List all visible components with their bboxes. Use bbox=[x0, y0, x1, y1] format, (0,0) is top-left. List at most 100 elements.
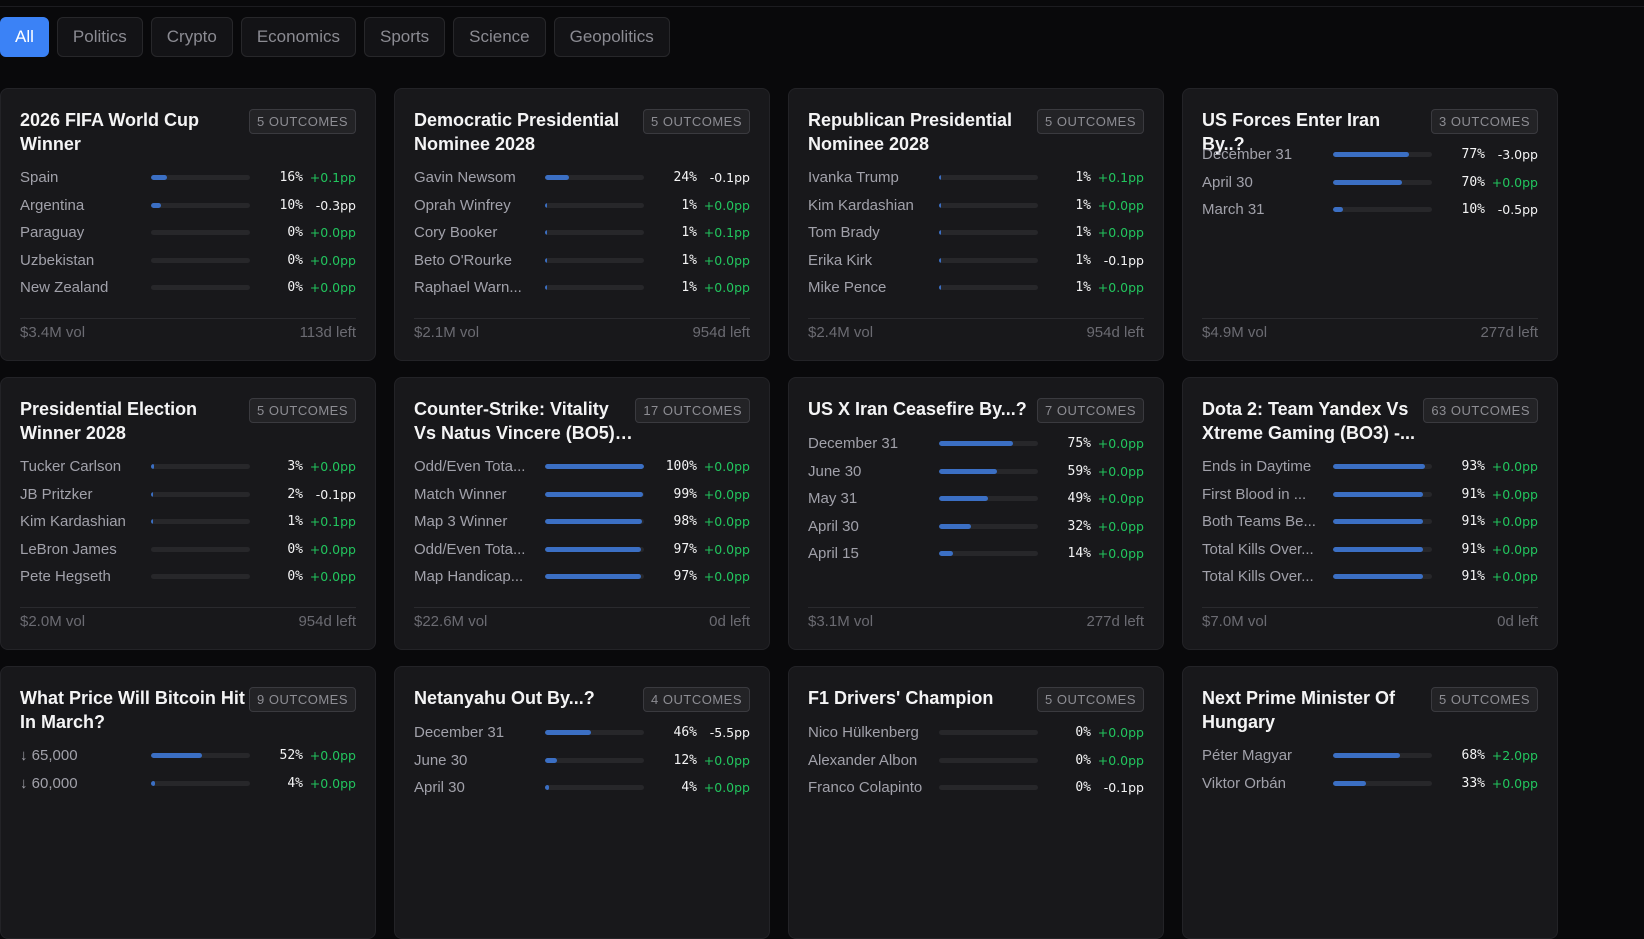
market-card[interactable]: Next Prime Minister Of Hungary 5 OUTCOMES… bbox=[1182, 666, 1558, 939]
outcome-row[interactable]: April 30 4% +0.0pp bbox=[414, 774, 750, 802]
market-title[interactable]: Next Prime Minister Of Hungary bbox=[1202, 688, 1396, 732]
outcome-probability: 93% bbox=[1461, 459, 1485, 475]
outcome-row[interactable]: Paraguay 0% +0.0pp bbox=[20, 219, 356, 247]
card-footer: $22.6M vol 0d left bbox=[414, 607, 750, 630]
outcome-row[interactable]: Gavin Newsom 24% -0.1pp bbox=[414, 164, 750, 192]
outcome-row[interactable]: December 31 75% +0.0pp bbox=[808, 430, 1144, 458]
outcome-row[interactable]: JB Pritzker 2% -0.1pp bbox=[20, 481, 356, 509]
outcome-row[interactable]: Beto O'Rourke 1% +0.0pp bbox=[414, 247, 750, 275]
outcome-row[interactable]: May 31 49% +0.0pp bbox=[808, 485, 1144, 513]
outcome-row[interactable]: Viktor Orbán 33% +0.0pp bbox=[1202, 770, 1538, 798]
outcome-probability: 46% bbox=[673, 725, 697, 741]
outcome-row[interactable]: ↓ 60,000 4% +0.0pp bbox=[20, 770, 356, 798]
filter-chip-sports[interactable]: Sports bbox=[363, 17, 446, 57]
outcome-row[interactable]: Oprah Winfrey 1% +0.0pp bbox=[414, 192, 750, 220]
probability-bar bbox=[545, 730, 644, 736]
outcome-row[interactable]: Total Kills Over... 91% +0.0pp bbox=[1202, 536, 1538, 564]
outcome-row[interactable]: New Zealand 0% +0.0pp bbox=[20, 274, 356, 302]
outcome-row[interactable]: Mike Pence 1% +0.0pp bbox=[808, 274, 1144, 302]
filter-chip-geopolitics[interactable]: Geopolitics bbox=[553, 17, 670, 57]
market-card[interactable]: Presidential Election Winner 2028 5 OUTCO… bbox=[0, 377, 376, 650]
outcome-row[interactable]: March 31 10% -0.5pp bbox=[1202, 196, 1538, 224]
outcome-row[interactable]: Kim Kardashian 1% +0.0pp bbox=[808, 192, 1144, 220]
outcome-name: Total Kills Over... bbox=[1202, 568, 1314, 586]
outcome-row[interactable]: Map Handicap... 97% +0.0pp bbox=[414, 563, 750, 591]
card-footer: $7.0M vol 0d left bbox=[1202, 607, 1538, 630]
outcome-row[interactable]: Uzbekistan 0% +0.0pp bbox=[20, 247, 356, 275]
probability-bar-fill bbox=[545, 230, 547, 236]
market-card[interactable]: Dota 2: Team Yandex Vs Xtreme Gaming (BO… bbox=[1182, 377, 1558, 650]
outcome-name: Mike Pence bbox=[808, 279, 887, 297]
outcome-row[interactable]: Cory Booker 1% +0.1pp bbox=[414, 219, 750, 247]
market-card[interactable]: F1 Drivers' Champion 5 OUTCOMES Nico Hülke… bbox=[788, 666, 1164, 939]
outcome-row[interactable]: Match Winner 99% +0.0pp bbox=[414, 481, 750, 509]
outcome-row[interactable]: April 30 32% +0.0pp bbox=[808, 513, 1144, 541]
market-card[interactable]: 2026 FIFA World Cup Winner 5 OUTCOMES Spai… bbox=[0, 88, 376, 361]
filter-chip-all[interactable]: All bbox=[0, 17, 49, 57]
market-title[interactable]: Dota 2: Team Yandex Vs Xtreme Gaming (BO… bbox=[1202, 399, 1416, 443]
outcome-row[interactable]: Erika Kirk 1% -0.1pp bbox=[808, 247, 1144, 275]
probability-bar bbox=[545, 464, 644, 470]
filter-chip-politics[interactable]: Politics bbox=[56, 17, 143, 57]
outcomes-count-badge: 5 OUTCOMES bbox=[1037, 687, 1144, 712]
outcome-name: Beto O'Rourke bbox=[414, 251, 512, 269]
time-left-label: 277d left bbox=[1480, 324, 1538, 341]
outcome-row[interactable]: Map 3 Winner 98% +0.0pp bbox=[414, 508, 750, 536]
outcome-row[interactable]: Ivanka Trump 1% +0.1pp bbox=[808, 164, 1144, 192]
outcome-row[interactable]: Odd/Even Tota... 100% +0.0pp bbox=[414, 453, 750, 481]
card-header: Counter-Strike: Vitality Vs Natus Vincer… bbox=[414, 397, 750, 445]
outcome-row[interactable]: Pete Hegseth 0% +0.0pp bbox=[20, 563, 356, 591]
outcome-row[interactable]: Kim Kardashian 1% +0.1pp bbox=[20, 508, 356, 536]
market-title[interactable]: US X Iran Ceasefire By...? bbox=[808, 399, 1027, 419]
outcome-row[interactable]: December 31 46% -5.5pp bbox=[414, 719, 750, 747]
outcome-list: December 31 77% -3.0pp April 30 70% +0.0pp Mar… bbox=[1202, 141, 1538, 224]
outcome-row[interactable]: LeBron James 0% +0.0pp bbox=[20, 536, 356, 564]
outcome-row[interactable]: Péter Magyar 68% +2.0pp bbox=[1202, 742, 1538, 770]
market-title[interactable]: Presidential Election Winner 2028 bbox=[20, 399, 198, 443]
market-title[interactable]: Netanyahu Out By...? bbox=[414, 688, 595, 708]
market-card[interactable]: What Price Will Bitcoin Hit In March? 9 O… bbox=[0, 666, 376, 939]
outcome-change: +0.0pp bbox=[309, 459, 356, 475]
market-card[interactable]: US X Iran Ceasefire By...? 7 OUTCOMES Dece… bbox=[788, 377, 1164, 650]
outcome-name: April 30 bbox=[1202, 173, 1253, 191]
filter-chip-economics[interactable]: Economics bbox=[240, 17, 356, 57]
outcome-row[interactable]: Alexander Albon 0% +0.0pp bbox=[808, 747, 1144, 775]
market-title[interactable]: Democratic Presidential Nominee 2028 bbox=[414, 110, 620, 154]
market-title[interactable]: Republican Presidential Nominee 2028 bbox=[808, 110, 1013, 154]
outcome-row[interactable]: Tom Brady 1% +0.0pp bbox=[808, 219, 1144, 247]
outcome-row[interactable]: First Blood in ... 91% +0.0pp bbox=[1202, 481, 1538, 509]
outcome-row[interactable]: April 15 14% +0.0pp bbox=[808, 540, 1144, 568]
outcome-row[interactable]: Argentina 10% -0.3pp bbox=[20, 192, 356, 220]
outcome-row[interactable]: December 31 77% -3.0pp bbox=[1202, 141, 1538, 169]
outcome-row[interactable]: Franco Colapinto 0% -0.1pp bbox=[808, 774, 1144, 802]
outcome-row[interactable]: Nico Hülkenberg 0% +0.0pp bbox=[808, 719, 1144, 747]
market-title[interactable]: What Price Will Bitcoin Hit In March? bbox=[20, 688, 245, 732]
outcome-row[interactable]: June 30 12% +0.0pp bbox=[414, 747, 750, 775]
market-title[interactable]: Counter-Strike: Vitality Vs Natus Vincer… bbox=[414, 399, 615, 443]
market-card[interactable]: Democratic Presidential Nominee 2028 5 OU… bbox=[394, 88, 770, 361]
market-title[interactable]: 2026 FIFA World Cup Winner bbox=[20, 110, 200, 154]
filter-chip-crypto[interactable]: Crypto bbox=[150, 17, 233, 57]
outcome-row[interactable]: Tucker Carlson 3% +0.0pp bbox=[20, 453, 356, 481]
market-card[interactable]: Counter-Strike: Vitality Vs Natus Vincer… bbox=[394, 377, 770, 650]
outcome-change: +0.1pp bbox=[1097, 170, 1144, 186]
outcome-probability: 1% bbox=[1075, 197, 1091, 213]
outcome-row[interactable]: Ends in Daytime 93% +0.0pp bbox=[1202, 453, 1538, 481]
probability-bar-fill bbox=[1333, 179, 1403, 185]
outcome-row[interactable]: Odd/Even Tota... 97% +0.0pp bbox=[414, 536, 750, 564]
volume-label: $2.0M vol bbox=[20, 613, 86, 630]
market-card[interactable]: US Forces Enter Iran By..? 3 OUTCOMES Dece… bbox=[1182, 88, 1558, 361]
outcome-row[interactable]: June 30 59% +0.0pp bbox=[808, 458, 1144, 486]
market-title[interactable]: US Forces Enter Iran By..? bbox=[1202, 110, 1381, 154]
outcome-row[interactable]: Spain 16% +0.1pp bbox=[20, 164, 356, 192]
outcome-row[interactable]: Raphael Warn... 1% +0.0pp bbox=[414, 274, 750, 302]
outcome-row[interactable]: Both Teams Be... 91% +0.0pp bbox=[1202, 508, 1538, 536]
market-title[interactable]: F1 Drivers' Champion bbox=[808, 688, 994, 708]
outcome-change: +0.0pp bbox=[703, 486, 750, 502]
outcome-row[interactable]: April 30 70% +0.0pp bbox=[1202, 169, 1538, 197]
market-card[interactable]: Netanyahu Out By...? 4 OUTCOMES December 3… bbox=[394, 666, 770, 939]
filter-chip-science[interactable]: Science bbox=[453, 17, 546, 57]
market-card[interactable]: Republican Presidential Nominee 2028 5 OU… bbox=[788, 88, 1164, 361]
outcome-row[interactable]: Total Kills Over... 91% +0.0pp bbox=[1202, 563, 1538, 591]
outcome-row[interactable]: ↓ 65,000 52% +0.0pp bbox=[20, 742, 356, 770]
